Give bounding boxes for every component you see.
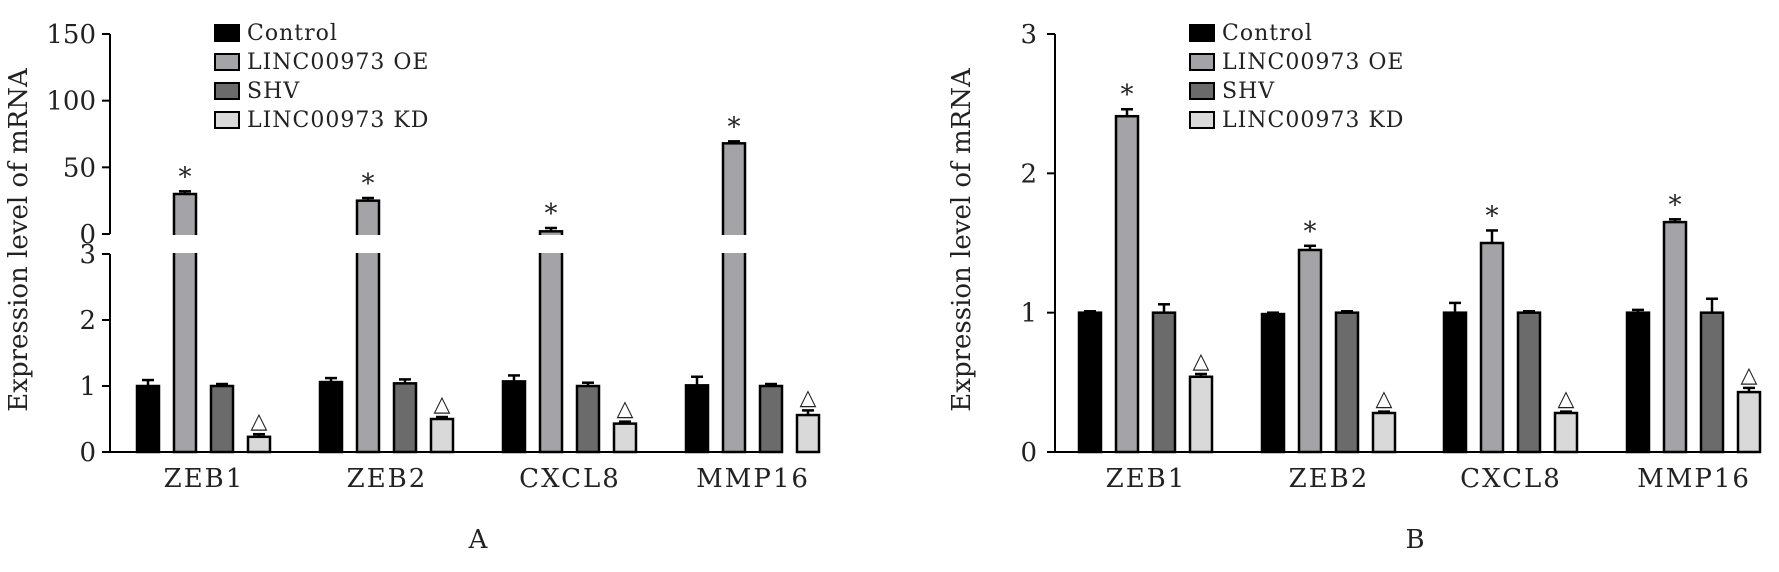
bar-1-3 — [721, 142, 747, 454]
bar-0-2 — [1442, 311, 1468, 454]
kd-marker-1: △ — [1376, 387, 1393, 412]
legend-label-2: SHV — [247, 79, 300, 104]
bar-2-1 — [1334, 311, 1360, 454]
x-tick-label-0: ZEB1 — [1106, 464, 1187, 494]
y-tick-label-3: 3 — [1020, 20, 1037, 50]
y-tick-label-lower-0: 0 — [79, 438, 96, 468]
y-tick-label-0: 0 — [1020, 438, 1037, 468]
bar-1-2 — [1479, 241, 1505, 454]
bar-0-3 — [684, 384, 710, 454]
y-tick-label-lower-3: 3 — [79, 240, 96, 270]
bar-1-1 — [1297, 248, 1323, 454]
legend-swatch-3 — [214, 111, 240, 129]
x-tick-label-1: ZEB2 — [347, 464, 428, 494]
legend-swatch-3 — [1189, 111, 1215, 129]
bar-0-0 — [1077, 311, 1103, 454]
significance-marker-0: * — [179, 162, 192, 192]
significance-marker-2: * — [1486, 201, 1499, 231]
legend-swatch-2 — [1189, 82, 1215, 100]
significance-marker-3: * — [1669, 190, 1682, 220]
significance-marker-0: * — [1121, 80, 1134, 110]
kd-marker-2: △ — [617, 397, 634, 422]
legend-label-1: LINC00973 OE — [1222, 50, 1404, 75]
x-tick-label-2: CXCL8 — [1460, 464, 1562, 494]
bar-3-0 — [246, 435, 272, 454]
significance-marker-1: * — [1304, 217, 1317, 247]
legend-label-0: Control — [247, 21, 338, 46]
significance-marker-1: * — [362, 169, 375, 199]
bar-3-2 — [1553, 411, 1579, 454]
kd-marker-2: △ — [1558, 387, 1575, 412]
y-tick-label-upper-3: 150 — [46, 20, 96, 50]
legend-swatch-0 — [214, 24, 240, 42]
bar-0-0 — [135, 384, 161, 454]
bar-1-3 — [1662, 220, 1688, 454]
kd-marker-0: △ — [1193, 349, 1210, 374]
bar-1-0 — [172, 192, 198, 454]
legend-label-3: LINC00973 KD — [247, 108, 429, 133]
y-tick-label-upper-0: 0 — [79, 220, 96, 250]
bar-2-3 — [1699, 311, 1725, 454]
legend-label-2: SHV — [1222, 79, 1275, 104]
legend-label-1: LINC00973 OE — [247, 50, 429, 75]
bar-1-2 — [538, 230, 564, 454]
x-tick-label-0: ZEB1 — [164, 464, 245, 494]
legend-label-3: LINC00973 KD — [1222, 108, 1404, 133]
x-tick-label-2: CXCL8 — [519, 464, 621, 494]
kd-marker-3: △ — [1741, 363, 1758, 388]
bar-0-3 — [1625, 311, 1651, 454]
x-tick-label-1: ZEB2 — [1289, 464, 1370, 494]
legend-swatch-2 — [214, 82, 240, 100]
legend-swatch-0 — [1189, 24, 1215, 42]
panel-label: B — [1405, 525, 1424, 555]
y-tick-label-2: 2 — [1020, 159, 1037, 189]
kd-marker-3: △ — [800, 385, 817, 410]
bar-2-3 — [758, 384, 784, 454]
kd-marker-0: △ — [251, 409, 268, 434]
bar-3-3 — [795, 413, 821, 454]
axis-break-gap — [112, 235, 762, 253]
bar-0-1 — [1260, 312, 1286, 454]
bar-3-1 — [429, 417, 455, 454]
x-tick-label-3: MMP16 — [696, 464, 810, 494]
bar-2-0 — [209, 384, 235, 454]
panel-label: A — [468, 525, 489, 555]
bar-3-0 — [1188, 375, 1214, 454]
y-tick-label-lower-1: 1 — [79, 372, 96, 402]
bar-3-1 — [1371, 411, 1397, 454]
bar-2-2 — [1516, 311, 1542, 454]
chart-panel-b: 0 1 2 3 Expression level of mRNA ZEB1 ZEB2 CXCL… — [947, 20, 1762, 555]
x-tick-label-3: MMP16 — [1637, 464, 1751, 494]
y-tick-label-lower-2: 2 — [79, 306, 96, 336]
y-tick-label-upper-2: 100 — [46, 87, 96, 117]
bar-2-0 — [1151, 311, 1177, 454]
bar-0-1 — [318, 380, 344, 454]
y-axis-label: Expression level of mRNA — [947, 67, 977, 412]
significance-marker-3: * — [728, 112, 741, 142]
y-tick-label-1: 1 — [1020, 299, 1037, 329]
bar-1-0 — [1114, 114, 1140, 454]
legend-swatch-1 — [214, 53, 240, 71]
significance-marker-2: * — [545, 199, 558, 229]
legend-label-0: Control — [1222, 21, 1313, 46]
kd-marker-1: △ — [434, 392, 451, 417]
bar-0-2 — [501, 380, 527, 454]
legend-swatch-1 — [1189, 53, 1215, 71]
bar-3-3 — [1736, 390, 1762, 454]
bar-3-2 — [612, 422, 638, 454]
y-axis-label: Expression level of mRNA — [4, 67, 34, 412]
bar-2-1 — [392, 382, 418, 454]
y-tick-label-upper-1: 50 — [63, 153, 96, 183]
bar-2-2 — [575, 384, 601, 454]
